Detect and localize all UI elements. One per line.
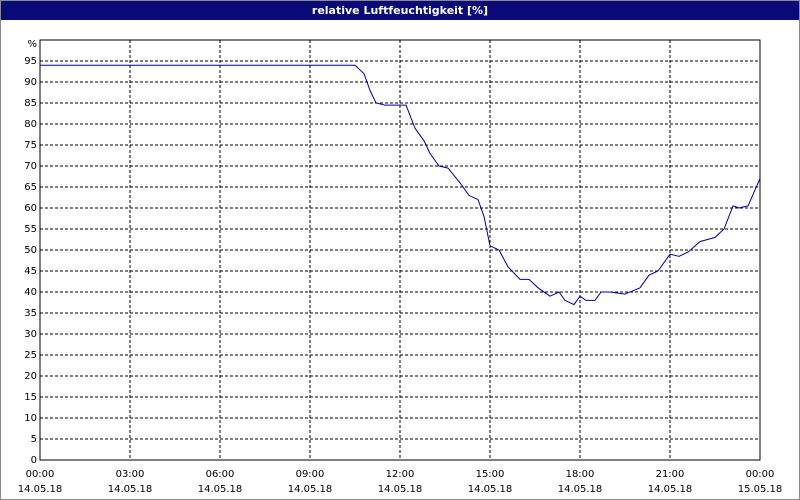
x-tick-date: 14.05.18 xyxy=(18,484,63,495)
plot-frame xyxy=(39,39,761,461)
y-tick-label: 50 xyxy=(24,245,37,256)
x-tick-date: 14.05.18 xyxy=(378,484,423,495)
x-tick-label: 15:00 xyxy=(476,469,505,480)
x-tick-label: 09:00 xyxy=(296,469,325,480)
y-tick-label: 25 xyxy=(24,350,37,361)
y-tick-label: 60 xyxy=(24,203,37,214)
x-tick-date: 14.05.18 xyxy=(468,484,513,495)
y-tick-label: 20 xyxy=(24,371,37,382)
x-tick-label: 21:00 xyxy=(656,469,685,480)
x-tick-label: 00:00 xyxy=(746,469,775,480)
y-axis-label: % xyxy=(27,39,37,50)
y-tick-label: 0 xyxy=(31,455,37,466)
y-tick-label: 65 xyxy=(24,182,37,193)
x-tick-label: 03:00 xyxy=(116,469,145,480)
y-tick-label: 40 xyxy=(24,287,37,298)
y-tick-label: 70 xyxy=(24,161,37,172)
x-tick-date: 15.05.18 xyxy=(738,484,783,495)
x-tick-label: 18:00 xyxy=(566,469,595,480)
y-tick-label: 95 xyxy=(24,56,37,67)
data-line xyxy=(40,64,761,306)
title-bar: relative Luftfeuchtigkeit [%] xyxy=(1,1,799,20)
y-tick-label: 45 xyxy=(24,266,37,277)
y-tick-label: 5 xyxy=(31,434,37,445)
x-tick-date: 14.05.18 xyxy=(558,484,603,495)
x-tick-label: 06:00 xyxy=(206,469,235,480)
y-tick-label: 30 xyxy=(24,329,37,340)
x-tick-date: 14.05.18 xyxy=(288,484,333,495)
y-tick-label: 55 xyxy=(24,224,37,235)
x-tick-date: 14.05.18 xyxy=(108,484,153,495)
y-tick-label: 80 xyxy=(24,119,37,130)
y-tick-label: 85 xyxy=(24,98,37,109)
x-tick-label: 00:00 xyxy=(26,469,55,480)
y-tick-label: 35 xyxy=(24,308,37,319)
x-tick-date: 14.05.18 xyxy=(648,484,693,495)
y-tick-label: 15 xyxy=(24,392,37,403)
y-tick-label: 10 xyxy=(24,413,37,424)
y-tick-label: 90 xyxy=(24,77,37,88)
x-tick-label: 12:00 xyxy=(386,469,415,480)
y-tick-label: 75 xyxy=(24,140,37,151)
x-tick-date: 14.05.18 xyxy=(198,484,243,495)
